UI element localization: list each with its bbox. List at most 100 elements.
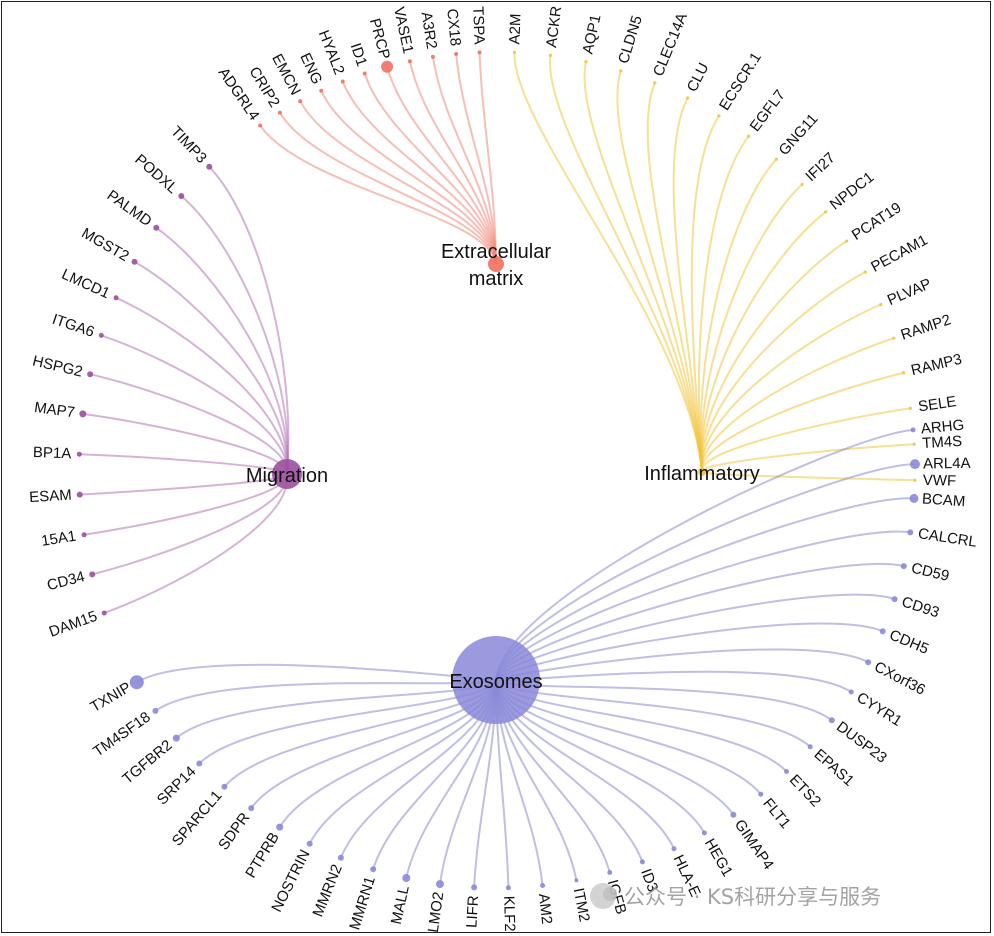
gene-label-mmrn2: MMRN2: [309, 862, 345, 919]
edge-inf-sele: [700, 407, 911, 473]
edge-inf-a2m: [513, 52, 703, 473]
edge-inf-pcat19: [700, 240, 848, 473]
gene-node-cdh5: [879, 628, 886, 635]
gene-label-cldn5: CLDN5: [615, 14, 646, 66]
edge-exo-tm4sf18: [154, 679, 497, 712]
gene-node-hyal2: [340, 79, 345, 84]
hub-node-inf: [698, 468, 706, 476]
gene-label-gimap4: GIMAP4: [731, 816, 777, 872]
gene-node-esam: [76, 491, 83, 498]
gene-label-15a1: 15A1: [40, 528, 77, 550]
gene-node-cx18: [454, 52, 459, 56]
edge-ecm-emcn: [299, 100, 497, 265]
gene-node-itm2: [574, 878, 579, 883]
gene-node-cd93: [891, 596, 898, 603]
gene-label-bcam: BCAM: [921, 490, 965, 510]
gene-node-ramp3: [902, 371, 906, 375]
gene-node-bcam: [909, 493, 919, 503]
edge-layer: [79, 52, 916, 888]
gene-label-vase1: VASE1: [390, 5, 416, 55]
edge-inf-clec14a: [646, 82, 703, 473]
gene-node-nostrin: [306, 840, 313, 847]
gene-label-egfl7: EGFL7: [747, 87, 789, 135]
edge-inf-ramp2: [700, 337, 895, 473]
gene-node-crip2: [277, 110, 282, 115]
gene-label-itga6: ITGA6: [50, 311, 97, 341]
gene-node-ramp2: [892, 336, 896, 340]
edge-exo-cd93: [495, 593, 895, 681]
gene-node-dam15: [101, 610, 107, 616]
gene-node-mgst2: [131, 258, 138, 265]
gene-node-mmrn1: [370, 866, 377, 873]
gene-label-arl4a: ARL4A: [923, 455, 971, 473]
gene-node-tm4sf18: [152, 707, 159, 714]
gene-label-heg1: HEG1: [701, 836, 736, 880]
hub-node-exo: [452, 636, 540, 724]
edge-inf-aqp1: [583, 61, 703, 473]
gene-node-ackr: [548, 53, 553, 58]
hub-label-inf: Inflammatory: [644, 463, 760, 485]
gene-label-ets2: ETS2: [786, 771, 824, 810]
gene-label-cd59: CD59: [910, 560, 951, 585]
edge-inf-cldn5: [616, 70, 703, 473]
gene-node-gimap4: [730, 811, 737, 818]
edge-mig-mgst2: [134, 260, 289, 475]
gene-node-ptprb: [276, 823, 284, 831]
gene-node-aqp1: [584, 60, 588, 64]
gene-node-adgrl4: [258, 123, 263, 128]
gene-label-clec14a: CLEC14A: [650, 11, 691, 79]
edge-exo-arl4a: [495, 463, 916, 681]
edge-ecm-vase1: [408, 60, 497, 265]
gene-label-cxorf36: CXorf36: [871, 658, 928, 698]
gene-label-npdc1: NPDC1: [827, 169, 877, 214]
gene-node-gng11: [774, 157, 779, 161]
gene-node-txnip: [129, 675, 144, 690]
edge-exo-arhg: [495, 428, 914, 681]
gene-node-egfl7: [747, 134, 751, 138]
edge-inf-tm4s: [700, 443, 915, 473]
gene-label-cd34: CD34: [45, 568, 86, 594]
gene-node-cyyr1: [848, 689, 854, 695]
gene-label-vwf: VWF: [923, 472, 957, 490]
gene-label-lmcd1: LMCD1: [59, 266, 112, 302]
gene-node-arl4a: [910, 459, 920, 470]
gene-node-cd59: [900, 563, 907, 570]
edge-ecm-adgrl4: [259, 124, 497, 265]
gene-node-npdc1: [824, 210, 828, 214]
gene-label-lmo2: LMO2: [425, 891, 447, 934]
edge-exo-dusp23: [495, 679, 833, 722]
edge-inf-ramp3: [700, 371, 904, 473]
gene-node-cd34: [89, 571, 96, 578]
gene-node-itga6: [98, 332, 104, 338]
gene-label-klf2: KLF2: [500, 896, 518, 932]
gene-label-cyyr1: CYYR1: [853, 689, 904, 730]
hub-node-ecm: [488, 256, 504, 272]
gene-node-id1: [362, 71, 367, 76]
gene-label-a3r2: A3R2: [418, 11, 441, 51]
gene-label-arhg: ARHG: [920, 417, 965, 438]
gene-node-cldn5: [619, 69, 623, 73]
gene-node-hla-e: [671, 846, 677, 852]
hub-layer: Extracellular matrix Inflammatory Migration…: [246, 241, 760, 724]
gene-node-cxorf36: [865, 659, 872, 666]
gene-node-am2: [540, 883, 546, 888]
gene-node-calcrl: [907, 529, 914, 536]
edge-mig-hspg2: [89, 373, 289, 475]
gene-node-lmo2: [436, 880, 444, 889]
gene-node-ifi27: [800, 182, 804, 186]
gene-label-epas1: EPAS1: [811, 746, 858, 790]
gene-node-srp14: [196, 760, 203, 767]
gene-label-palmd: PALMD: [104, 187, 155, 230]
gene-node-sparcl1: [221, 783, 228, 790]
gene-node-clec14a: [653, 81, 657, 85]
gene-label-cx18: CX18: [443, 8, 464, 47]
gene-label-ramp2: RAMP2: [899, 311, 953, 343]
edge-ecm-crip2: [279, 112, 497, 265]
edge-exo-cxorf36: [495, 648, 869, 681]
edge-inf-pecam1: [700, 271, 866, 473]
edge-inf-ackr: [549, 55, 703, 473]
gene-node-igfb: [607, 870, 613, 875]
gene-node-mall: [402, 874, 411, 882]
